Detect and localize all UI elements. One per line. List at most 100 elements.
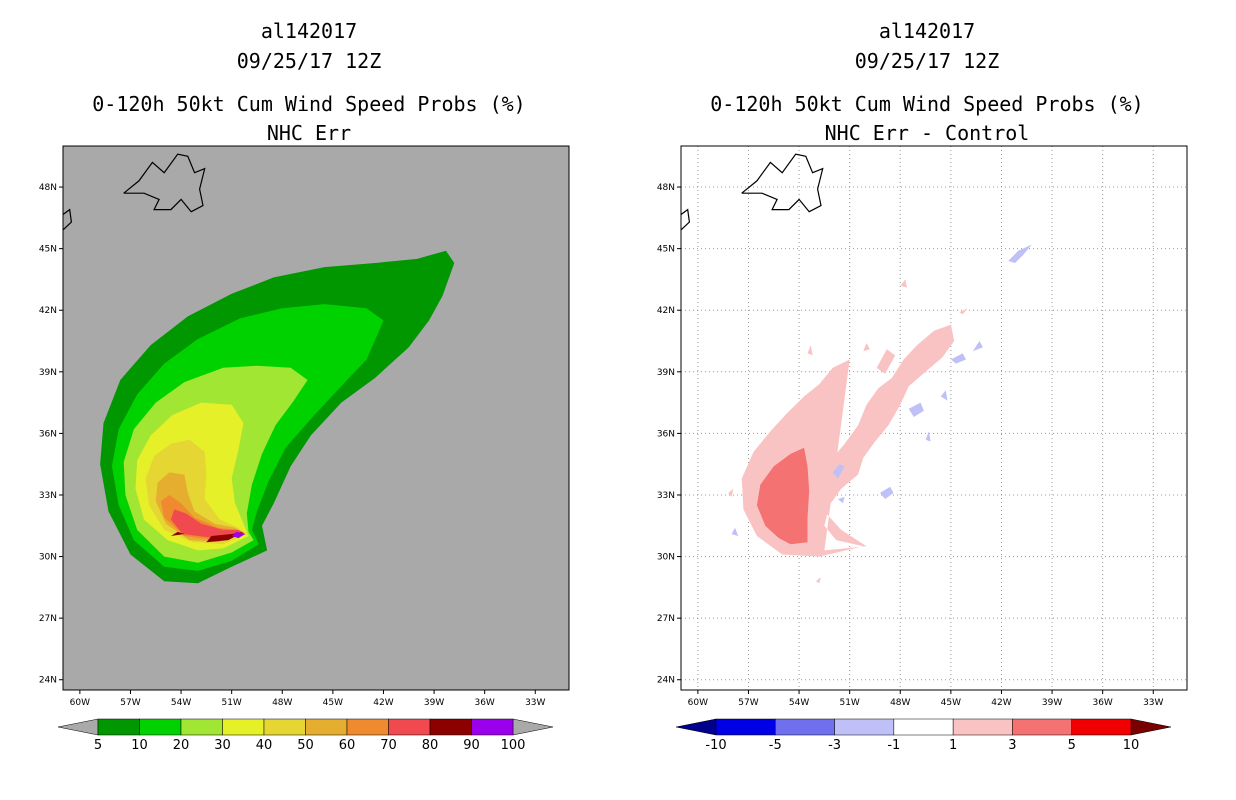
colorbar-high-end — [1130, 718, 1172, 736]
contour-3-8 — [756, 447, 810, 545]
y-tick-label-30N: 30N — [657, 553, 675, 563]
colorbar-swatch-4 — [952, 718, 1013, 736]
contour--1-17 — [837, 497, 845, 504]
x-tick-label-54W: 54W — [789, 698, 809, 708]
colorbar-label-30: 30 — [214, 738, 231, 753]
y-tick-label-33N: 33N — [39, 491, 57, 501]
panel-1: 60W 57W 54W 51W 48W 45W 42W 39W 36W 33W 48N 45N 42N 3… — [39, 145, 570, 753]
right-title-line-2: 09/25/17 12Z — [854, 49, 1000, 73]
contour--1-14 — [925, 431, 931, 442]
x-tick-label-36W: 36W — [1092, 698, 1112, 708]
plot-area — [681, 146, 1187, 690]
colorbar-label--1: -1 — [887, 738, 900, 753]
panel-2: 60W 57W 54W 51W 48W 45W 42W 39W 36W 33W 48N 45N 42N 3… — [657, 145, 1188, 753]
colorbar-label-20: 20 — [173, 738, 190, 753]
colorbar-label-80: 80 — [422, 738, 439, 753]
y-tick-label-45N: 45N — [657, 245, 675, 255]
x-tick-label-33W: 33W — [1143, 698, 1163, 708]
y-tick-label-27N: 27N — [657, 614, 675, 624]
colorbar-swatch-9 — [471, 718, 514, 736]
x-tick-label-48W: 48W — [272, 698, 292, 708]
left-title-line-4: NHC Err — [266, 121, 352, 145]
contour-70-7 — [170, 509, 246, 539]
colorbar: -10 -5 -3 -1 1 3 5 10 — [675, 718, 1172, 753]
colorbar-label-40: 40 — [256, 738, 273, 753]
right-title-line-3: 0-120h 50kt Cum Wind Speed Probs (%) — [710, 92, 1144, 116]
contour--1-9 — [1008, 244, 1032, 263]
colorbar-label--3: -3 — [828, 738, 841, 753]
colorbar-label-50: 50 — [297, 738, 314, 753]
colorbar-swatch-4 — [263, 718, 306, 736]
y-tick-label-48N: 48N — [657, 183, 675, 193]
colorbar-swatch-8 — [429, 718, 472, 736]
x-tick-label-45W: 45W — [941, 698, 961, 708]
contour--1-16 — [880, 486, 894, 500]
colorbar-swatch-5 — [1012, 718, 1072, 736]
colorbar-swatch-3 — [893, 718, 954, 736]
y-tick-label-30N: 30N — [39, 553, 57, 563]
x-tick-label-51W: 51W — [221, 698, 241, 708]
left-title-line-2: 09/25/17 12Z — [236, 49, 382, 73]
coastline-1 — [681, 208, 691, 231]
coastline-1 — [63, 208, 73, 231]
contour--1-13 — [940, 390, 948, 401]
plot-background — [681, 146, 1187, 690]
colorbar-label-90: 90 — [463, 738, 480, 753]
y-tick-label-33N: 33N — [657, 491, 675, 501]
coastline-0 — [123, 153, 206, 213]
colorbar-label-5: 5 — [1068, 738, 1076, 753]
y-tick-label-48N: 48N — [39, 183, 57, 193]
contour-1-3 — [807, 345, 813, 356]
contour-1-5 — [900, 279, 907, 288]
plot-area — [63, 153, 455, 584]
x-tick-label-57W: 57W — [738, 698, 758, 708]
left-title-line-3: 0-120h 50kt Cum Wind Speed Probs (%) — [92, 92, 526, 116]
colorbar-low-end — [57, 718, 99, 736]
contour-80-9 — [170, 531, 185, 536]
plot-frame — [62, 145, 570, 691]
colorbar-swatch-2 — [834, 718, 895, 736]
colorbar-label-70: 70 — [380, 738, 397, 753]
contour--1-11 — [972, 341, 983, 352]
right-title-line-1: al142017 — [878, 19, 976, 43]
plot-frame — [680, 145, 1188, 691]
contour--1-12 — [908, 402, 924, 417]
contour-1-4 — [959, 308, 968, 315]
colorbar-label-3: 3 — [1008, 738, 1016, 753]
x-tick-label-60W: 60W — [70, 698, 90, 708]
colorbar-swatch-2 — [180, 718, 223, 736]
left-title-line-1: al142017 — [260, 19, 358, 43]
x-tick-label-42W: 42W — [373, 698, 393, 708]
y-tick-label-36N: 36N — [39, 429, 57, 439]
colorbar-swatch-3 — [222, 718, 265, 736]
colorbar-swatch-5 — [305, 718, 348, 736]
y-tick-label-27N: 27N — [39, 614, 57, 624]
colorbar: 5 10 20 30 40 50 60 70 80 90 100 — [57, 718, 554, 753]
contour--1-10 — [950, 353, 966, 364]
x-tick-label-33W: 33W — [525, 698, 545, 708]
y-tick-label-45N: 45N — [39, 245, 57, 255]
y-tick-label-42N: 42N — [657, 306, 675, 316]
x-tick-label-54W: 54W — [171, 698, 191, 708]
colorbar-label--10: -10 — [705, 738, 726, 753]
colorbar-swatch-1 — [139, 718, 182, 736]
coastline-0 — [741, 153, 824, 213]
colorbar-low-end — [675, 718, 717, 736]
x-tick-label-42W: 42W — [991, 698, 1011, 708]
colorbar-swatch-6 — [346, 718, 389, 736]
colorbar-label-5: 5 — [94, 738, 102, 753]
x-tick-label-57W: 57W — [120, 698, 140, 708]
colorbar-swatch-0 — [97, 718, 140, 736]
contour-90-10 — [231, 531, 246, 539]
colorbar-high-end — [512, 718, 554, 736]
contour-1-1 — [876, 349, 896, 374]
y-tick-label-42N: 42N — [39, 306, 57, 316]
contour--1-18 — [731, 527, 739, 536]
x-tick-label-36W: 36W — [474, 698, 494, 708]
contour-1-6 — [815, 577, 821, 584]
colorbar-label-1: 1 — [949, 738, 957, 753]
colorbar-swatch-0 — [715, 718, 776, 736]
colorbar-swatch-1 — [775, 718, 835, 736]
x-tick-label-60W: 60W — [688, 698, 708, 708]
